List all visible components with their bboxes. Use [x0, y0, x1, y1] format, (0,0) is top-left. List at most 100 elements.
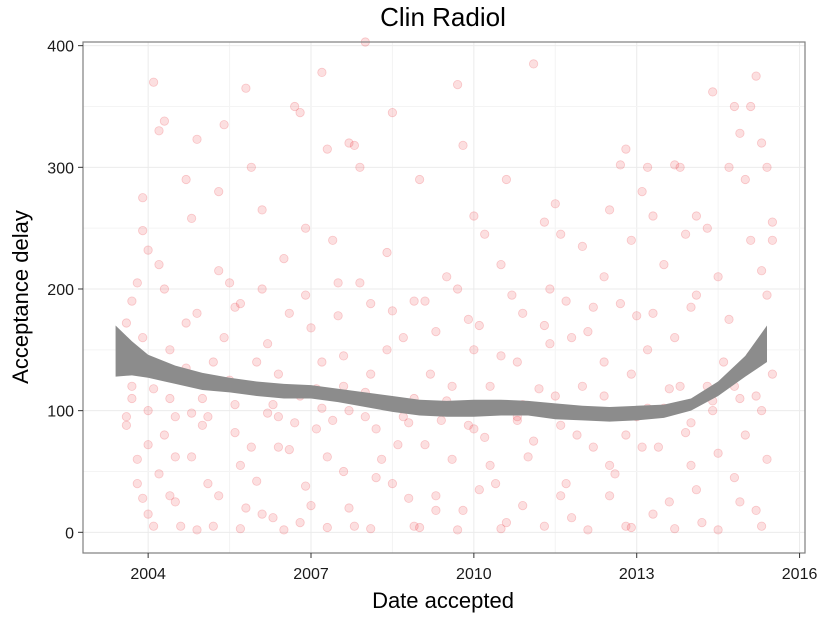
data-point: [756, 138, 767, 148]
data-point: [257, 509, 267, 519]
data-point: [355, 278, 365, 288]
data-point: [404, 493, 414, 503]
data-point: [496, 259, 506, 270]
x-tick-label: 2013: [619, 566, 655, 583]
x-axis-title: Date accepted: [372, 588, 514, 613]
data-point: [518, 308, 528, 318]
data-point: [322, 144, 332, 154]
data-point: [132, 454, 142, 464]
data-point: [132, 278, 142, 288]
data-point: [138, 226, 148, 236]
data-point: [691, 290, 702, 300]
data-point: [561, 478, 571, 489]
data-point: [539, 217, 550, 227]
data-point: [691, 211, 702, 221]
data-point: [604, 491, 615, 501]
data-point: [632, 311, 642, 321]
data-point: [165, 393, 175, 404]
data-point: [290, 101, 300, 112]
data-point: [404, 418, 414, 428]
y-tick-label: 400: [47, 39, 74, 56]
data-point: [615, 160, 626, 170]
data-point: [751, 391, 761, 401]
data-point: [387, 306, 397, 316]
data-point: [165, 491, 175, 501]
data-point: [474, 320, 484, 331]
data-point: [442, 272, 452, 282]
data-point: [610, 469, 620, 479]
data-point: [512, 357, 522, 367]
data-point: [338, 351, 349, 361]
data-point: [317, 403, 327, 413]
data-point: [767, 217, 778, 227]
data-point: [230, 302, 240, 312]
data-point: [138, 332, 148, 343]
data-point: [208, 357, 218, 367]
data-point: [295, 517, 305, 528]
data-point: [132, 478, 142, 489]
data-point: [268, 399, 278, 410]
y-tick-label: 100: [47, 404, 74, 421]
x-tick-label: 2004: [130, 566, 166, 583]
data-point: [187, 408, 197, 418]
data-point: [246, 442, 256, 452]
data-point: [230, 427, 240, 438]
data-point: [604, 205, 615, 215]
data-point: [664, 497, 674, 507]
x-axis: 2004 2007 2010 2013 2016: [130, 553, 817, 583]
data-point: [572, 430, 582, 440]
data-point: [556, 491, 566, 501]
data-point: [414, 522, 425, 533]
data-point: [181, 318, 191, 328]
data-point: [328, 415, 338, 425]
data-point: [143, 509, 153, 519]
data-point: [366, 369, 376, 379]
x-tick-label: 2016: [782, 566, 818, 583]
data-point: [262, 408, 273, 418]
data-point: [729, 101, 740, 112]
data-point: [317, 357, 327, 367]
data-point: [235, 524, 245, 534]
data-point: [273, 369, 283, 379]
data-point: [366, 524, 376, 534]
data-point: [159, 284, 169, 294]
data-point: [355, 162, 365, 172]
data-point: [143, 245, 153, 255]
data-point: [214, 187, 224, 197]
smooth-band: [115, 325, 768, 422]
data-point: [225, 278, 235, 288]
data-point: [691, 485, 702, 495]
data-point: [469, 211, 479, 221]
data-point: [686, 302, 696, 312]
data-point: [469, 424, 479, 434]
data-point: [192, 525, 202, 535]
data-point: [642, 162, 653, 172]
data-point: [556, 420, 566, 430]
data-point: [756, 405, 767, 416]
data-point: [740, 174, 750, 185]
data-point: [577, 381, 588, 391]
data-point: [539, 320, 550, 331]
data-point: [490, 478, 501, 489]
data-point: [431, 326, 441, 337]
data-point: [670, 160, 680, 170]
data-point: [626, 235, 636, 245]
data-point: [371, 472, 381, 483]
data-point: [729, 472, 740, 483]
data-point: [648, 211, 658, 221]
data-point: [485, 460, 495, 470]
data-point: [235, 460, 245, 470]
data-point: [197, 420, 207, 430]
plot-panel: [83, 42, 805, 553]
data-point: [187, 452, 197, 462]
data-point: [387, 108, 397, 118]
data-point: [675, 162, 685, 172]
data-point: [344, 503, 354, 513]
data-point: [501, 517, 511, 528]
data-point: [463, 314, 473, 324]
data-point: [566, 513, 577, 523]
data-point: [192, 308, 202, 318]
data-point: [550, 391, 560, 401]
data-point: [648, 509, 658, 519]
